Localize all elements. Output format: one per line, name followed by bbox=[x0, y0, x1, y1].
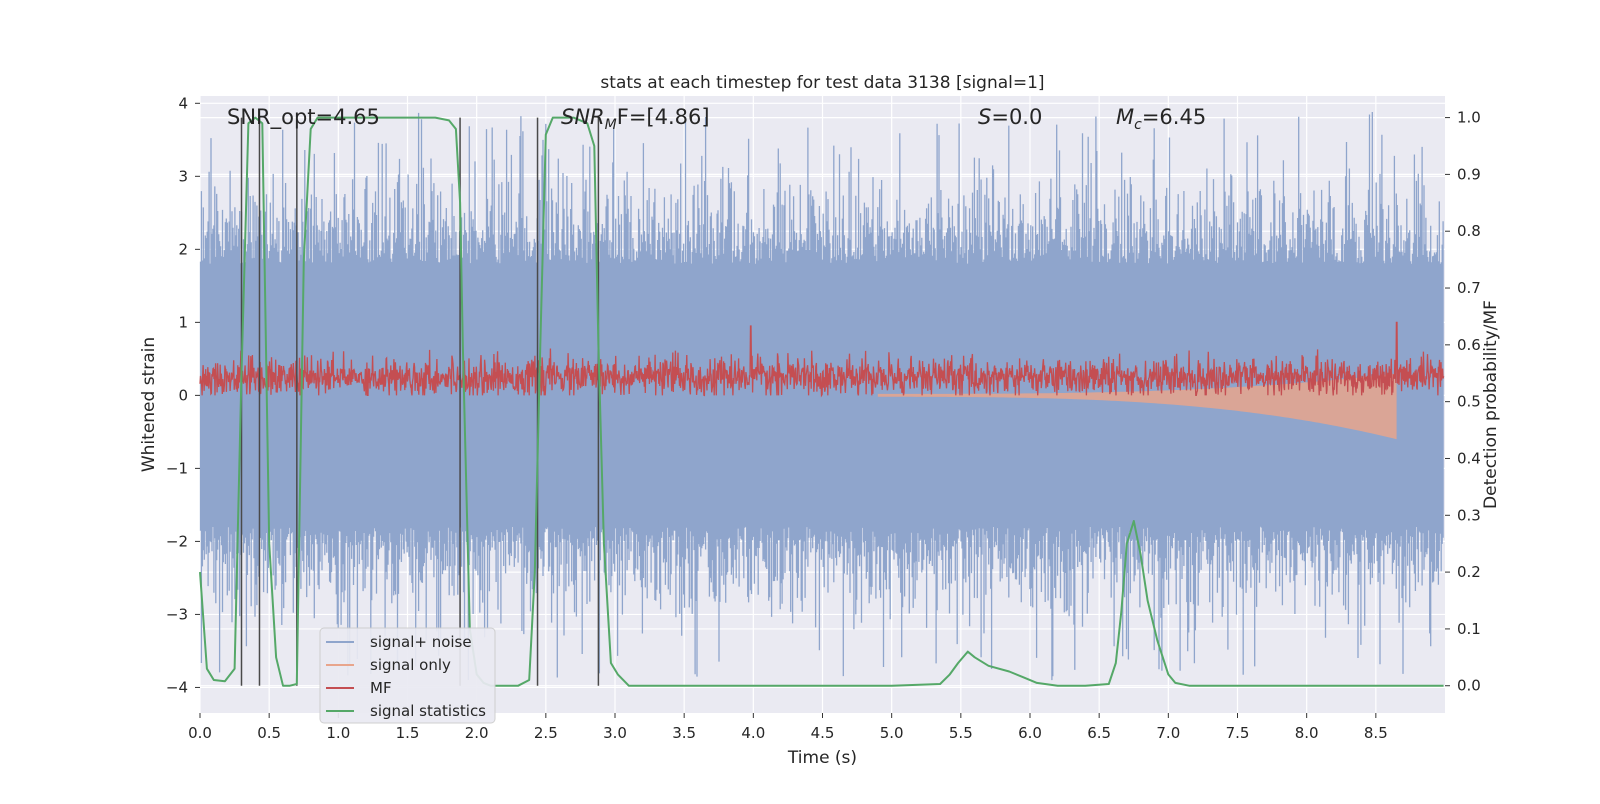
y-right-tick-label: 0.0 bbox=[1457, 677, 1481, 695]
x-tick-label: 5.5 bbox=[949, 724, 973, 742]
y-left-tick-label: 0 bbox=[178, 386, 188, 404]
signal-statistics-series bbox=[199, 116, 1444, 687]
y-left-tick-label: −1 bbox=[166, 459, 188, 477]
x-tick-label: 3.5 bbox=[672, 724, 696, 742]
annotation-mc-subscript: c bbox=[1134, 117, 1142, 133]
x-tick-label: 6.5 bbox=[1087, 724, 1111, 742]
y-right-tick-label: 0.5 bbox=[1457, 393, 1481, 411]
annotation-mc: Mc=6.45 bbox=[1116, 105, 1206, 133]
x-tick-label: 2.5 bbox=[534, 724, 558, 742]
x-tick-label: 4.5 bbox=[811, 724, 835, 742]
annotation-snr-opt: SNR_opt=4.65 bbox=[227, 105, 380, 130]
x-tick-label: 4.0 bbox=[741, 724, 765, 742]
annotation-mc-value: =6.45 bbox=[1142, 105, 1206, 129]
signal-statistics-trace bbox=[199, 116, 1444, 687]
y-right-tick-label: 0.3 bbox=[1457, 506, 1481, 524]
legend-box bbox=[319, 627, 496, 724]
annotation-snr-mf-subscript: M bbox=[605, 117, 617, 133]
x-tick-label: 3.0 bbox=[603, 724, 627, 742]
y-left-tick-label: −3 bbox=[166, 605, 188, 623]
x-tick-label: 1.0 bbox=[326, 724, 350, 742]
legend-label-signal-only: signal only bbox=[370, 656, 451, 674]
y-axis-label-right: Detection probability/MF bbox=[1481, 300, 1501, 509]
y-right-tick-label: 0.7 bbox=[1457, 279, 1481, 297]
axes: 0.0 0.5 1.0 1.5 2.0 2.5 3.0 3.5 4.0 4.5 5.0 5.5 6.0 6… bbox=[166, 94, 1481, 742]
x-tick-label: 1.5 bbox=[396, 724, 420, 742]
signal-only-trace bbox=[877, 373, 1397, 440]
x-tick-label: 7.5 bbox=[1226, 724, 1250, 742]
annotation-s: S=0.0 bbox=[978, 105, 1042, 129]
chart-title: stats at each timestep for test data 313… bbox=[600, 73, 1044, 93]
annotation-snr-mf: SNRMF=[4.86] bbox=[561, 105, 710, 133]
annotation-mc-symbol: M bbox=[1116, 105, 1134, 129]
y-right-tick-label: 0.6 bbox=[1457, 336, 1481, 354]
x-tick-label: 0.5 bbox=[257, 724, 281, 742]
legend-label-signal-noise: signal+ noise bbox=[370, 633, 472, 651]
annotation-snr-mf-value: F=[4.86] bbox=[617, 105, 710, 129]
x-tick-label: 6.0 bbox=[1018, 724, 1042, 742]
mf-trace bbox=[199, 321, 1445, 398]
annotation-snr-mf-symbol: SNR bbox=[561, 105, 605, 129]
x-tick-label: 5.0 bbox=[880, 724, 904, 742]
x-tick-label: 7.0 bbox=[1156, 724, 1180, 742]
x-tick-label: 8.5 bbox=[1364, 724, 1388, 742]
y-left-tick-label: −4 bbox=[166, 678, 188, 696]
x-axis-label: Time (s) bbox=[787, 748, 857, 768]
y-left-tick-label: 4 bbox=[178, 94, 188, 112]
y-left-tick-label: −2 bbox=[166, 532, 188, 550]
y-right-tick-label: 0.9 bbox=[1457, 165, 1481, 183]
x-tick-label: 0.0 bbox=[188, 724, 212, 742]
legend-label-signal-statistics: signal statistics bbox=[370, 702, 486, 720]
y-left-tick-label: 3 bbox=[178, 167, 188, 185]
y-right-tick-label: 1.0 bbox=[1457, 109, 1481, 127]
legend-label-mf: MF bbox=[370, 679, 392, 697]
y-right-tick-label: 0.2 bbox=[1457, 563, 1481, 581]
legend: signal+ noise signal only MF signal stat… bbox=[319, 627, 496, 724]
y-right-tick-label: 0.1 bbox=[1457, 620, 1481, 638]
y-axis-label-left: Whitened strain bbox=[139, 337, 159, 472]
x-tick-label: 2.0 bbox=[465, 724, 489, 742]
signal-only-series bbox=[877, 373, 1397, 440]
mf-series bbox=[199, 321, 1445, 398]
y-left-tick-label: 2 bbox=[178, 240, 188, 258]
annotation-s-symbol: S bbox=[978, 105, 991, 129]
annotation-s-value: =0.0 bbox=[991, 105, 1042, 129]
y-right-tick-label: 0.4 bbox=[1457, 449, 1481, 467]
y-right-tick-label: 0.8 bbox=[1457, 222, 1481, 240]
y-left-tick-label: 1 bbox=[178, 313, 188, 331]
x-tick-label: 8.0 bbox=[1295, 724, 1319, 742]
